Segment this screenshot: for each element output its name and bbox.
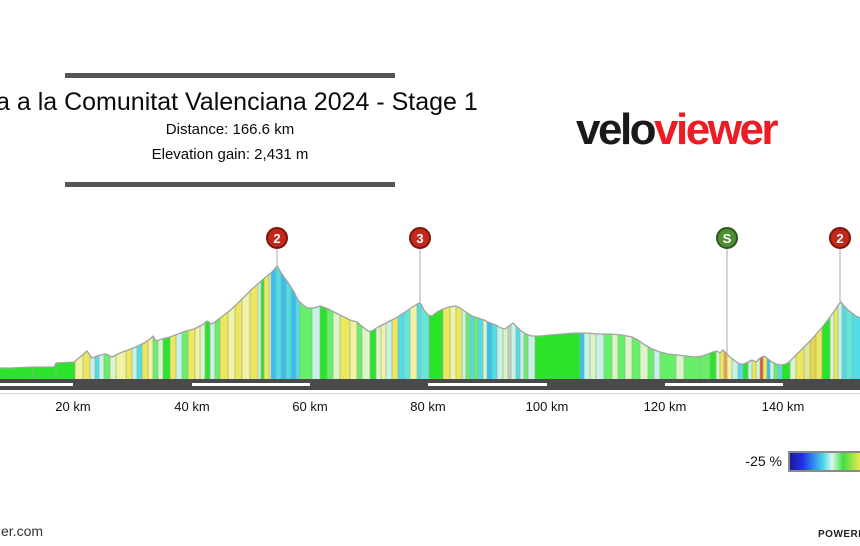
veloviewer-logo: veloviewer [576, 105, 779, 154]
sprint-marker: S [716, 227, 738, 249]
climb-category-marker: 2 [266, 227, 288, 249]
climb-category-marker: 2 [829, 227, 851, 249]
axis-tick-label: 20 km [55, 399, 91, 414]
axis-tick-label: 60 km [292, 399, 328, 414]
gradient-stripes [0, 266, 860, 379]
axis-tick-label: 120 km [643, 399, 687, 414]
footer-powered-by-text: POWERE [818, 529, 860, 540]
elevation-gain-subtitle: Elevation gain: 2,431 m [151, 146, 309, 163]
axis-tick-label: 100 km [525, 399, 569, 414]
axis-dash-segment [428, 383, 547, 386]
axis-dash-segment [0, 383, 73, 386]
axis-dash-segment [665, 383, 783, 386]
distance-axis-bar [0, 379, 860, 390]
header-rule-bottom [65, 182, 395, 187]
legend-min-label: -25 % [745, 453, 782, 469]
climb-category-marker: 3 [409, 227, 431, 249]
page-title: a a la Comunitat Valenciana 2024 - Stage… [0, 88, 478, 116]
gradient-legend-bar [788, 451, 860, 472]
axis-dash-segment [192, 383, 310, 386]
distance-subtitle: Distance: 166.6 km [165, 121, 295, 138]
elevation-outline [0, 265, 860, 369]
header-rule-top [65, 73, 395, 78]
footer-url-text: er.com [1, 523, 44, 539]
axis-tick-label: 80 km [410, 399, 446, 414]
logo-viewer-text: viewer [654, 105, 778, 154]
axis-tick-label: 140 km [761, 399, 805, 414]
axis-tick-label: 40 km [174, 399, 210, 414]
axis-underline [0, 393, 860, 394]
elevation-profile-svg [0, 249, 860, 379]
logo-velo-text: velo [576, 105, 657, 154]
